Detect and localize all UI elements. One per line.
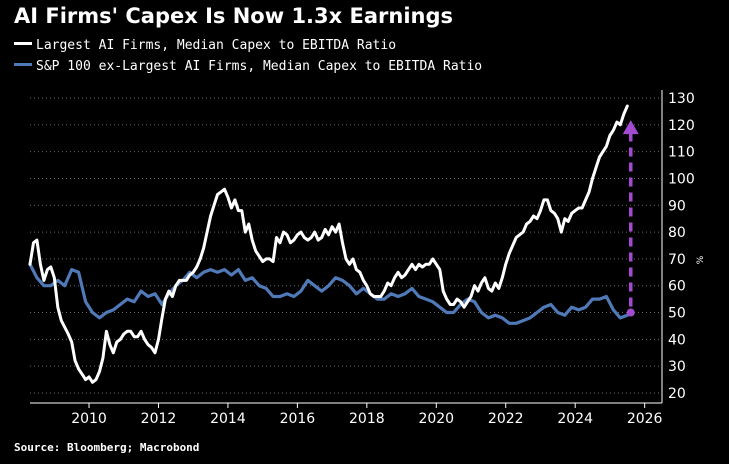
arrow-head-icon [622, 120, 639, 135]
y-tick-label-80: 80 [668, 225, 686, 241]
y-tick-label-70: 70 [668, 252, 686, 268]
y-tick-label-110: 110 [668, 145, 695, 161]
x-tick-label-2012: 2012 [141, 411, 177, 427]
y-tick-label-130: 130 [668, 91, 695, 107]
y-tick-label-60: 60 [668, 279, 686, 295]
x-tick-label-2018: 2018 [349, 411, 385, 427]
series-line-largest-ai [28, 104, 629, 384]
series-line-sp100 [28, 262, 629, 325]
y-tick-label-50: 50 [668, 306, 686, 322]
chart-title: AI Firms' Capex Is Now 1.3x Earnings [14, 4, 454, 28]
x-tick-label-2020: 2020 [418, 411, 454, 427]
y-tick-label-40: 40 [668, 332, 686, 348]
y-tick-label-90: 90 [668, 198, 686, 214]
y-tick-label-120: 120 [668, 118, 695, 134]
y-tick-label-100: 100 [668, 171, 695, 187]
x-tick-label-2024: 2024 [557, 411, 593, 427]
legend-swatch-white [14, 42, 32, 45]
x-tick-label-2010: 2010 [71, 411, 107, 427]
legend-swatch-blue [14, 63, 32, 66]
source-note: Source: Bloomberg; Macrobond [14, 441, 200, 454]
y-tick-label-20: 20 [668, 386, 686, 402]
legend-entry-largest-ai: Largest AI Firms, Median Capex to EBITDA… [14, 38, 396, 53]
legend-entry-sp100: S&P 100 ex-Largest AI Firms, Median Cape… [14, 59, 482, 74]
arrow-base-dot [626, 308, 635, 317]
x-tick-label-2022: 2022 [488, 411, 524, 427]
y-unit-label: % [696, 255, 706, 264]
legend-label-sp100: S&P 100 ex-Largest AI Firms, Median Cape… [36, 59, 483, 74]
x-tick-label-2016: 2016 [280, 411, 316, 427]
y-tick-label-30: 30 [668, 359, 686, 375]
legend-label-largest-ai: Largest AI Firms, Median Capex to EBITDA… [36, 38, 397, 53]
x-tick-label-2026: 2026 [627, 411, 663, 427]
x-tick-label-2014: 2014 [210, 411, 246, 427]
